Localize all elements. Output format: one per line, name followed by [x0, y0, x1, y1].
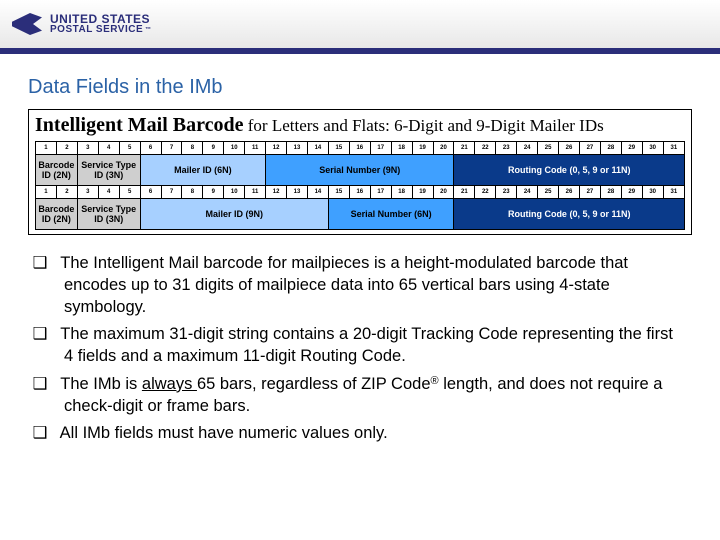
bullet-item: ❑ All IMb fields must have numeric value… [44, 423, 676, 445]
index-cell: 10 [224, 186, 245, 199]
index-cell: 9 [203, 142, 224, 155]
imb-table: 1234567891011121314151617181920212223242… [35, 141, 685, 230]
section-title: Data Fields in the IMb [28, 76, 692, 99]
index-cell: 15 [328, 142, 349, 155]
index-cell: 20 [433, 186, 454, 199]
index-cell: 3 [77, 142, 98, 155]
index-cell: 21 [454, 186, 475, 199]
segment-cell: Routing Code (0, 5, 9 or 11N) [454, 199, 685, 230]
index-cell: 31 [663, 186, 684, 199]
index-cell: 30 [642, 186, 663, 199]
index-cell: 19 [412, 142, 433, 155]
index-cell: 16 [349, 142, 370, 155]
index-cell: 24 [517, 142, 538, 155]
index-cell: 1 [36, 186, 57, 199]
imb-table-box: Intelligent Mail Barcode for Letters and… [28, 109, 692, 235]
segment-cell: Mailer ID (9N) [140, 199, 328, 230]
index-cell: 20 [433, 142, 454, 155]
segment-cell: Barcode ID (2N) [36, 155, 78, 186]
index-cell: 9 [203, 186, 224, 199]
index-cell: 13 [287, 186, 308, 199]
index-cell: 25 [538, 186, 559, 199]
index-cell: 1 [36, 142, 57, 155]
index-cell: 29 [621, 142, 642, 155]
index-cell: 17 [370, 142, 391, 155]
index-cell: 8 [182, 142, 203, 155]
index-cell: 7 [161, 186, 182, 199]
index-cell: 25 [538, 142, 559, 155]
segment-cell: Routing Code (0, 5, 9 or 11N) [454, 155, 685, 186]
index-cell: 13 [287, 142, 308, 155]
index-cell: 27 [579, 142, 600, 155]
index-cell: 12 [266, 186, 287, 199]
index-cell: 30 [642, 142, 663, 155]
table-row: 1234567891011121314151617181920212223242… [36, 142, 685, 155]
index-cell: 21 [454, 142, 475, 155]
segment-cell: Serial Number (6N) [328, 199, 454, 230]
index-cell: 31 [663, 142, 684, 155]
index-cell: 4 [98, 142, 119, 155]
index-cell: 28 [600, 186, 621, 199]
index-cell: 4 [98, 186, 119, 199]
index-cell: 22 [475, 186, 496, 199]
usps-logo: UNITED STATES POSTAL SERVICE™ [12, 13, 152, 35]
index-cell: 26 [559, 142, 580, 155]
index-cell: 10 [224, 142, 245, 155]
table-row: Barcode ID (2N)Service Type ID (3N)Maile… [36, 155, 685, 186]
index-cell: 23 [496, 142, 517, 155]
wordmark-line2: POSTAL SERVICE™ [50, 25, 152, 35]
index-cell: 2 [56, 186, 77, 199]
bullet-item: ❑ The IMb is always 65 bars, regardless … [44, 374, 676, 418]
index-cell: 8 [182, 186, 203, 199]
index-cell: 11 [245, 186, 266, 199]
index-cell: 6 [140, 142, 161, 155]
index-cell: 14 [307, 142, 328, 155]
index-cell: 14 [307, 186, 328, 199]
index-cell: 5 [119, 186, 140, 199]
index-cell: 26 [559, 186, 580, 199]
segment-cell: Service Type ID (3N) [77, 199, 140, 230]
table-row: 1234567891011121314151617181920212223242… [36, 186, 685, 199]
index-cell: 12 [266, 142, 287, 155]
index-cell: 27 [579, 186, 600, 199]
index-cell: 16 [349, 186, 370, 199]
index-cell: 24 [517, 186, 538, 199]
usps-header: UNITED STATES POSTAL SERVICE™ [0, 0, 720, 54]
index-cell: 11 [245, 142, 266, 155]
usps-wordmark: UNITED STATES POSTAL SERVICE™ [50, 13, 152, 35]
bullet-list: ❑ The Intelligent Mail barcode for mailp… [44, 253, 676, 445]
bullet-item: ❑ The maximum 31-digit string contains a… [44, 324, 676, 368]
index-cell: 2 [56, 142, 77, 155]
segment-cell: Service Type ID (3N) [77, 155, 140, 186]
index-cell: 15 [328, 186, 349, 199]
index-cell: 3 [77, 186, 98, 199]
eagle-icon [12, 13, 42, 35]
table-row: Barcode ID (2N)Service Type ID (3N)Maile… [36, 199, 685, 230]
segment-cell: Barcode ID (2N) [36, 199, 78, 230]
index-cell: 6 [140, 186, 161, 199]
index-cell: 5 [119, 142, 140, 155]
segment-cell: Mailer ID (6N) [140, 155, 266, 186]
index-cell: 19 [412, 186, 433, 199]
index-cell: 7 [161, 142, 182, 155]
index-cell: 18 [391, 186, 412, 199]
index-cell: 23 [496, 186, 517, 199]
index-cell: 22 [475, 142, 496, 155]
index-cell: 28 [600, 142, 621, 155]
segment-cell: Serial Number (9N) [266, 155, 454, 186]
index-cell: 17 [370, 186, 391, 199]
index-cell: 29 [621, 186, 642, 199]
bullet-item: ❑ The Intelligent Mail barcode for mailp… [44, 253, 676, 318]
table-title: Intelligent Mail Barcode for Letters and… [35, 114, 685, 137]
index-cell: 18 [391, 142, 412, 155]
